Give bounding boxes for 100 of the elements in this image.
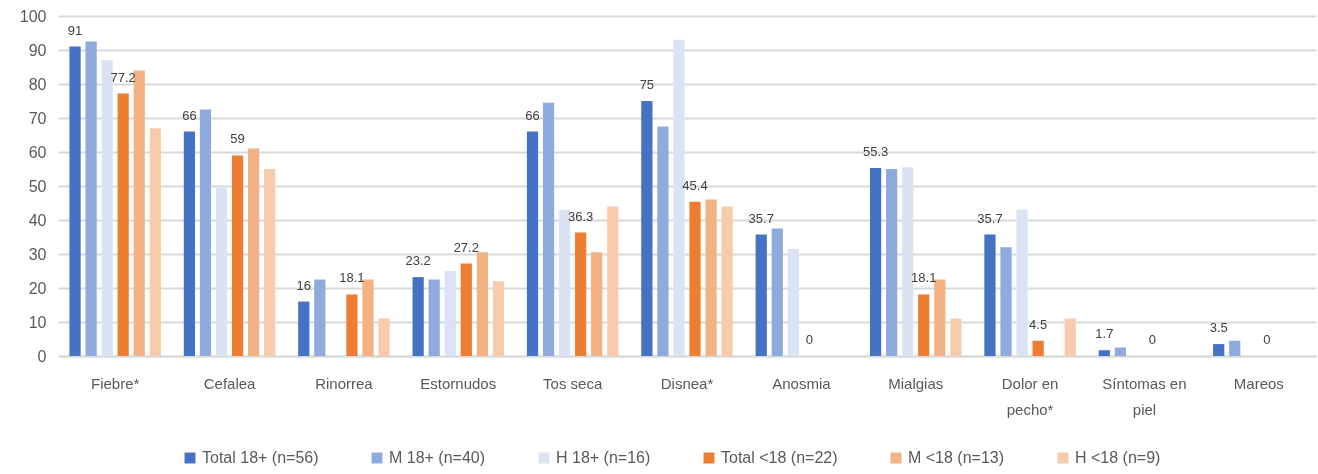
bar xyxy=(886,169,898,356)
y-tick-label: 90 xyxy=(28,41,47,59)
bar xyxy=(412,277,424,356)
bar xyxy=(117,93,129,356)
x-tick-label: Rinorrea xyxy=(315,374,374,392)
bar xyxy=(575,232,587,356)
legend-label: Total <18 (n=22) xyxy=(721,449,838,466)
bar xyxy=(1032,340,1044,356)
bar xyxy=(934,279,946,356)
x-tick-label: Cefalea xyxy=(203,374,257,392)
bar xyxy=(657,126,669,356)
data-label: 4.5 xyxy=(1029,316,1048,332)
data-label: 59 xyxy=(230,131,245,147)
data-label: 66 xyxy=(182,107,197,123)
y-tick-label: 50 xyxy=(28,177,47,195)
bar xyxy=(183,131,196,356)
data-label: 36.3 xyxy=(568,208,594,224)
x-tick-label: Disnea* xyxy=(660,374,714,392)
data-label: 91 xyxy=(67,22,83,38)
bar xyxy=(869,167,882,356)
bar xyxy=(492,281,505,356)
data-label: 16 xyxy=(296,277,312,293)
bar xyxy=(362,279,374,356)
legend-label: M <18 (n=13) xyxy=(908,449,1005,466)
bar xyxy=(149,128,161,356)
bar xyxy=(591,252,603,356)
x-tick-label: Mialgias xyxy=(888,374,944,392)
bar xyxy=(689,201,701,356)
x-tick-label: Síntomas en piel xyxy=(1102,374,1187,418)
bar xyxy=(346,294,358,356)
bar xyxy=(69,46,81,356)
bar xyxy=(298,301,310,356)
y-tick-label: 20 xyxy=(28,279,47,297)
data-label: 0 xyxy=(805,332,814,347)
bar xyxy=(1098,350,1110,356)
data-label: 18.1 xyxy=(339,270,365,286)
bar xyxy=(771,228,783,356)
data-label: 35.7 xyxy=(748,210,774,226)
y-tick-label: 60 xyxy=(28,143,47,161)
bar xyxy=(444,271,456,356)
bar xyxy=(428,279,440,356)
x-tick-label: Dolor en pecho* xyxy=(1001,374,1059,418)
data-label: 1.7 xyxy=(1095,326,1114,342)
x-tick-label: Tos seca xyxy=(543,374,603,392)
bar xyxy=(755,234,767,356)
bar xyxy=(1213,344,1225,356)
bar xyxy=(314,279,326,356)
data-label: 27.2 xyxy=(453,239,479,255)
bar xyxy=(215,187,228,356)
y-tick-label: 100 xyxy=(19,7,47,25)
bar xyxy=(133,70,145,356)
legend-label: Total 18+ (n=56) xyxy=(202,449,319,466)
bar xyxy=(199,109,212,356)
bar xyxy=(950,318,962,356)
bar xyxy=(526,131,539,356)
bar xyxy=(101,60,113,356)
bar xyxy=(902,167,914,356)
legend-label: H <18 (n=9) xyxy=(1075,449,1161,466)
bar xyxy=(918,294,930,356)
bar xyxy=(378,318,390,356)
data-label: 75 xyxy=(639,77,655,92)
y-tick-label: 30 xyxy=(28,245,47,263)
data-label: 66 xyxy=(525,107,540,123)
bar xyxy=(984,234,996,356)
y-tick-label: 40 xyxy=(28,211,47,229)
legend-label: H 18+ (n=16) xyxy=(556,449,651,466)
bar xyxy=(1016,209,1028,356)
data-label: 35.7 xyxy=(977,210,1003,226)
bar xyxy=(231,155,244,356)
data-label: 0 xyxy=(1148,332,1157,347)
y-tick-label: 80 xyxy=(28,75,47,93)
legend-label: M 18+ (n=40) xyxy=(389,449,486,466)
bar xyxy=(1229,340,1241,356)
bar xyxy=(607,206,619,356)
bar xyxy=(1114,347,1126,356)
data-label: 3.5 xyxy=(1209,320,1228,336)
bar xyxy=(248,148,260,356)
bar xyxy=(85,41,97,356)
x-tick-label: Estornudos xyxy=(420,374,497,392)
bar xyxy=(1000,247,1012,356)
data-label: 45.4 xyxy=(682,177,708,193)
x-tick-label: Anosmia xyxy=(772,374,832,392)
bar xyxy=(641,101,653,356)
bar xyxy=(721,206,733,356)
data-label: 23.2 xyxy=(405,253,431,269)
bar xyxy=(705,199,717,356)
y-tick-label: 70 xyxy=(28,109,47,127)
y-tick-label: 10 xyxy=(28,313,47,331)
bar xyxy=(460,263,472,356)
x-tick-label: Mareos xyxy=(1233,374,1284,392)
bar xyxy=(542,102,555,356)
data-label: 0 xyxy=(1263,332,1271,347)
y-tick-label: 0 xyxy=(37,347,47,365)
x-tick-label: Fiebre* xyxy=(91,374,140,392)
data-label: 18.1 xyxy=(911,270,937,286)
bar xyxy=(264,169,276,356)
bar xyxy=(787,248,799,356)
bar xyxy=(476,252,488,356)
bar xyxy=(1064,318,1076,356)
data-label: 55.3 xyxy=(862,143,889,159)
